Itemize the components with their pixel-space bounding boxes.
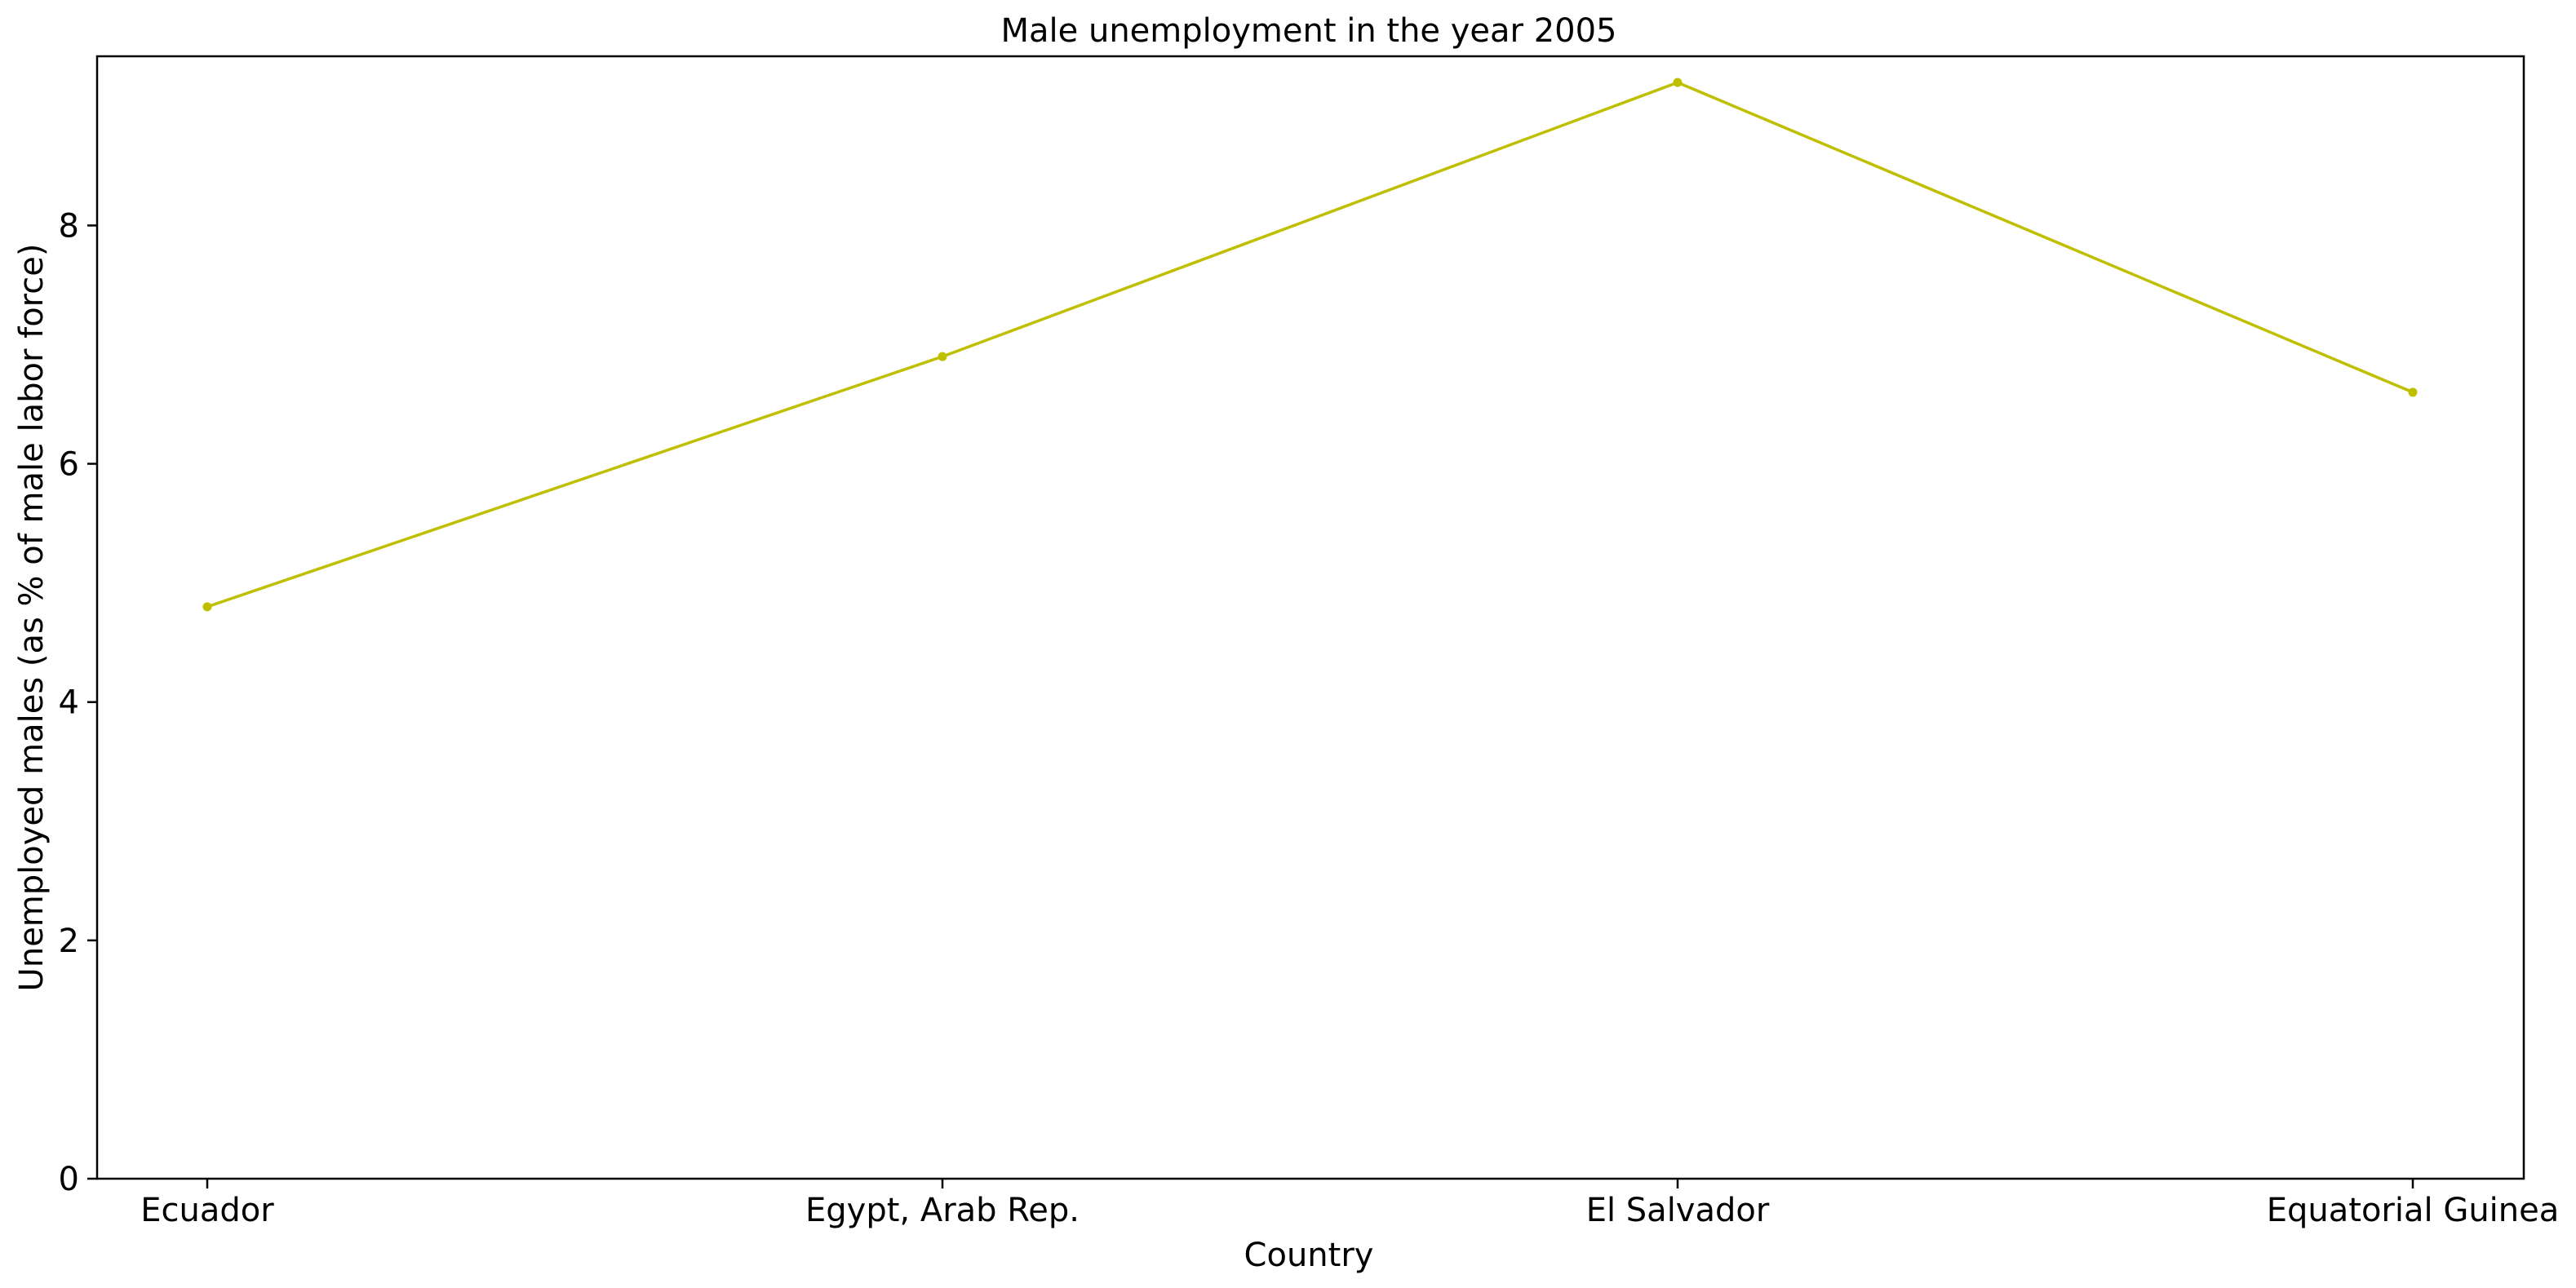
data-point	[202, 602, 212, 612]
data-point	[938, 352, 947, 361]
x-tick-label: El Salvador	[1586, 1192, 1770, 1229]
y-tick-label: 6	[59, 446, 79, 484]
y-tick-label: 4	[59, 684, 79, 722]
plot-area	[95, 55, 2525, 1180]
x-axis-label: Country	[1244, 1237, 1374, 1274]
series-layer	[202, 77, 2418, 612]
y-tick-label: 2	[59, 923, 79, 960]
chart-title: Male unemployment in the year 2005	[1001, 12, 1617, 50]
x-tick-label: Equatorial Guinea	[2267, 1192, 2560, 1229]
series-line	[206, 81, 2414, 609]
data-point	[1673, 77, 1683, 87]
data-point	[2408, 387, 2418, 397]
y-tick-label: 0	[59, 1161, 79, 1198]
x-tick-label: Ecuador	[140, 1192, 274, 1229]
y-axis-label: Unemployed males (as % of male labor for…	[13, 244, 51, 992]
y-axis: 0 2 4 6 8	[59, 207, 97, 1198]
x-tick-label: Egypt, Arab Rep.	[805, 1192, 1080, 1229]
y-tick-label: 8	[59, 207, 79, 245]
x-axis: Ecuador Egypt, Arab Rep. El Salvador Equato…	[140, 1179, 2559, 1229]
